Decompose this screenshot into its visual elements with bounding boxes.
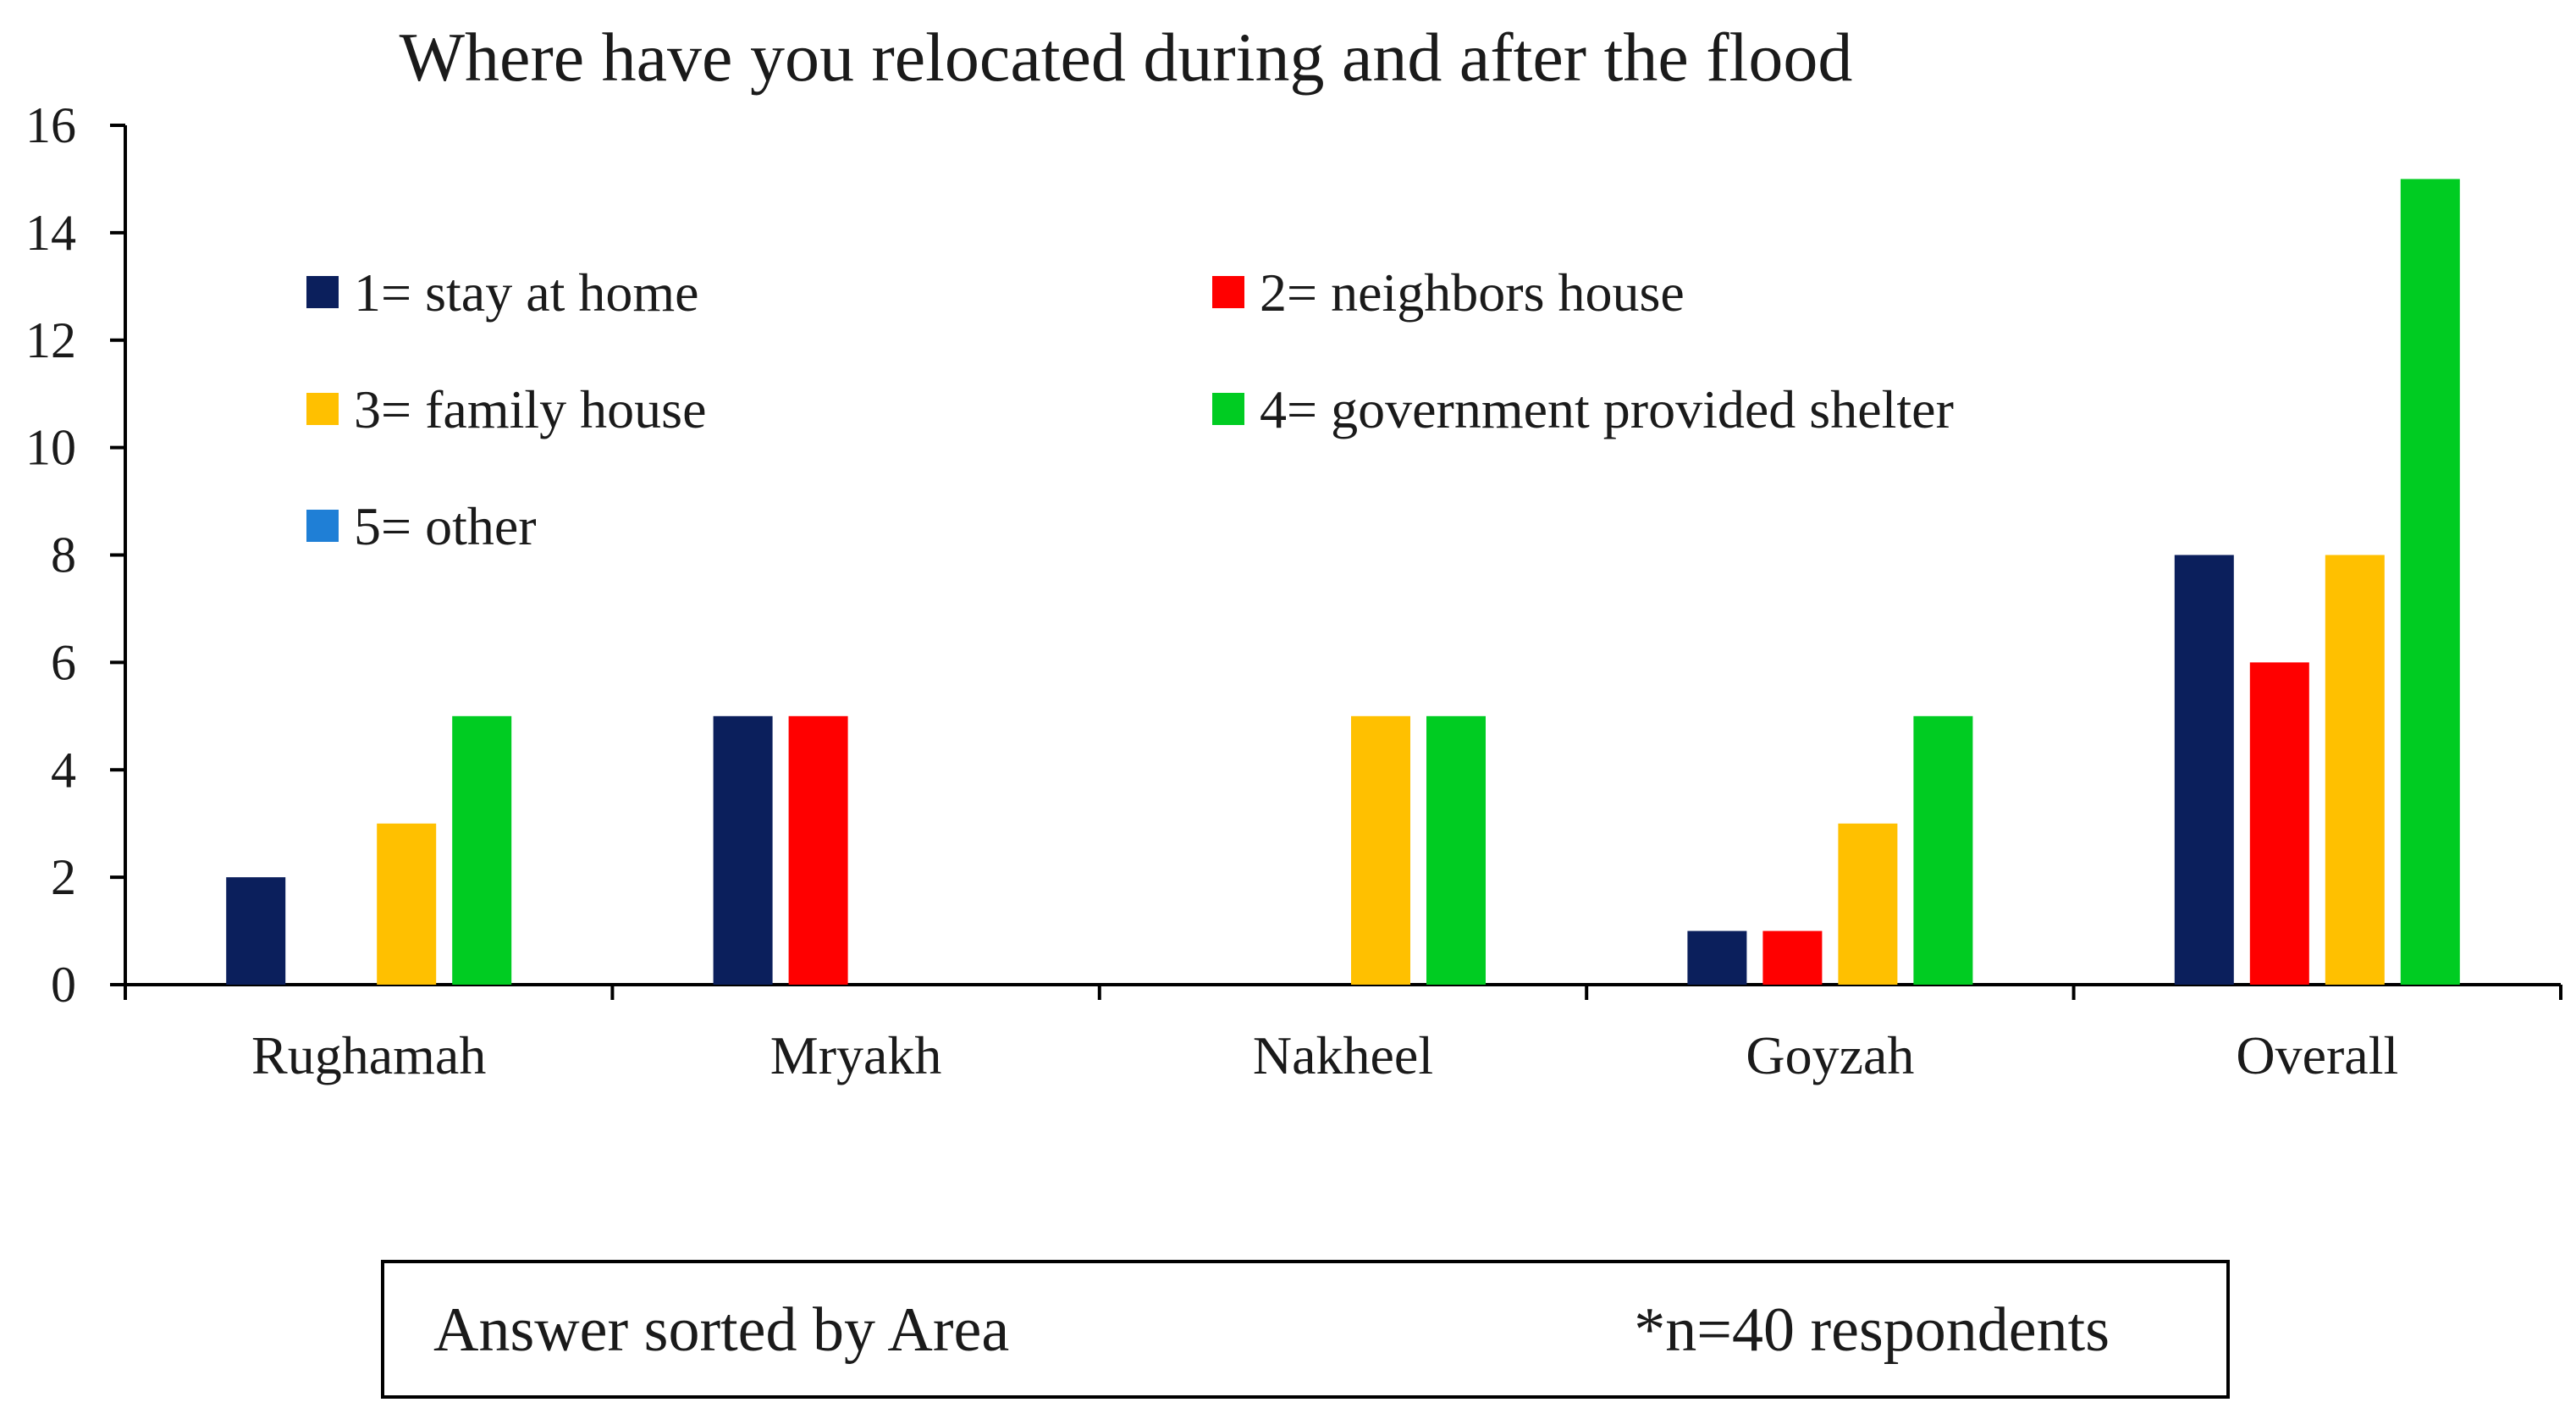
bar-mryakh-series-1	[713, 715, 773, 985]
bar-goyzah-series-4	[1913, 715, 1973, 985]
bar-goyzah-series-1	[1687, 930, 1747, 985]
x-category-label: Mryakh	[770, 1025, 942, 1085]
x-axis: Rughamah Mryakh Nakheel Goyzah Overall	[124, 983, 2562, 1085]
bar-mryakh-series-2	[788, 715, 848, 985]
legend: 1= stay at home 2= neighbors house 3= fami…	[306, 262, 1954, 556]
note-box-border	[381, 1260, 2230, 1399]
legend-swatch-series-3	[306, 393, 339, 425]
legend-swatch-series-4	[1212, 393, 1244, 425]
y-tick-label: 4	[51, 742, 76, 798]
legend-label-series-2: 2= neighbors house	[1260, 262, 1685, 323]
y-tick-label: 12	[25, 312, 76, 368]
legend-swatch-series-2	[1212, 276, 1244, 308]
note-right-text: *n=40 respondents	[1634, 1295, 2110, 1365]
bar-rughamah-series-1	[226, 877, 286, 985]
bar-rughamah-series-4	[452, 715, 512, 985]
y-tick-label: 16	[25, 97, 76, 153]
bar-overall-series-2	[2249, 662, 2309, 985]
bar-nakheel-series-3	[1351, 715, 1410, 985]
note-box: Answer sorted by Area *n=40 respondents	[381, 1260, 2230, 1399]
x-category-label: Overall	[2236, 1025, 2398, 1085]
y-tick-label: 2	[51, 849, 76, 905]
x-category-label: Rughamah	[251, 1025, 486, 1085]
y-tick-label: 10	[25, 420, 76, 476]
legend-label-series-1: 1= stay at home	[354, 262, 699, 323]
bar-overall-series-1	[2174, 555, 2234, 985]
bar-overall-series-3	[2325, 555, 2385, 985]
y-tick-label: 8	[51, 527, 76, 583]
x-category-label: Nakheel	[1253, 1025, 1433, 1085]
y-tick-label: 6	[51, 634, 76, 690]
y-tick-label: 0	[51, 957, 76, 1013]
legend-label-series-3: 3= family house	[354, 379, 706, 439]
x-category-label: Goyzah	[1746, 1025, 1914, 1085]
legend-swatch-series-5	[306, 510, 339, 542]
legend-swatch-series-1	[306, 276, 339, 308]
note-left-text: Answer sorted by Area	[433, 1295, 1009, 1365]
y-tick-label: 14	[25, 205, 76, 261]
bar-goyzah-series-3	[1838, 823, 1898, 985]
y-axis: 0 2 4 6 8 10 12 14 16	[25, 97, 127, 1013]
bar-goyzah-series-2	[1762, 930, 1823, 985]
bars-group	[226, 179, 2460, 985]
legend-label-series-4: 4= government provided shelter	[1260, 379, 1954, 439]
bar-nakheel-series-4	[1426, 715, 1486, 985]
bar-overall-series-4	[2400, 179, 2460, 985]
chart-title: Where have you relocated during and afte…	[400, 19, 1853, 96]
bar-rughamah-series-3	[377, 823, 437, 985]
legend-label-series-5: 5= other	[354, 496, 537, 556]
